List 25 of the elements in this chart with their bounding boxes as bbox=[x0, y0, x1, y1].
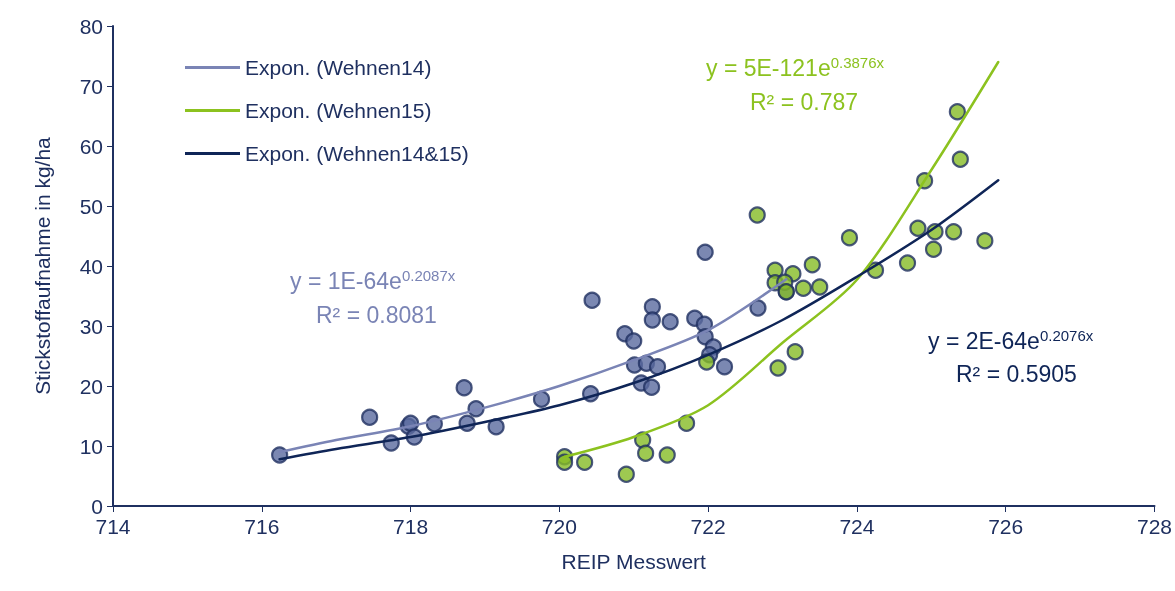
x-tick-label: 720 bbox=[541, 515, 577, 538]
x-tick-label: 728 bbox=[1136, 515, 1172, 538]
legend-label: Expon. (Wehnen14) bbox=[245, 56, 432, 79]
y-tick-label: 70 bbox=[79, 74, 103, 98]
annotation: R² = 0.787 bbox=[750, 88, 859, 115]
x-tick-label: 714 bbox=[95, 515, 131, 538]
y-tick-label: 30 bbox=[79, 314, 103, 338]
legend-label: Expon. (Wehnen15) bbox=[245, 99, 432, 122]
y-tick-label: 50 bbox=[79, 194, 103, 218]
legend-label: Expon. (Wehnen14&15) bbox=[245, 142, 469, 165]
x-tick-label: 718 bbox=[393, 515, 429, 538]
y-tick-label: 40 bbox=[79, 254, 103, 278]
y-tick-label: 80 bbox=[79, 14, 103, 38]
y-tick-label: 0 bbox=[91, 494, 103, 518]
y-tick-label: 60 bbox=[79, 134, 103, 158]
annotation: R² = 0.5905 bbox=[956, 360, 1077, 387]
x-axis-title: REIP Messwert bbox=[561, 550, 707, 573]
annotation: R² = 0.8081 bbox=[316, 301, 437, 328]
y-axis-title: Stickstoffaufnahme in kg/ha bbox=[31, 136, 54, 395]
y-tick-label: 20 bbox=[79, 374, 103, 398]
x-tick-label: 726 bbox=[988, 515, 1024, 538]
y-tick-label: 10 bbox=[79, 434, 103, 458]
x-tick-label: 724 bbox=[839, 515, 875, 538]
x-tick-label: 716 bbox=[244, 515, 280, 538]
x-tick-label: 722 bbox=[690, 515, 726, 538]
